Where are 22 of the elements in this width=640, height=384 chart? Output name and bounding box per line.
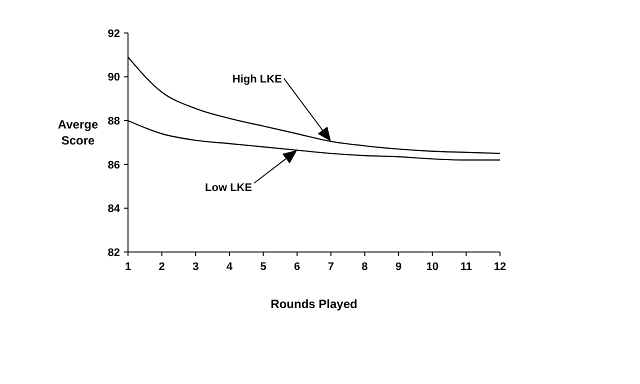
x-tick-label: 10 [426,261,438,273]
x-tick-label: 1 [124,261,132,273]
x-tick-label: 5 [260,261,266,273]
x-tick-label: 8 [362,261,368,273]
y-tick-label: 86 [108,159,120,172]
y-axis-title: Averge Score [58,118,98,148]
y-tick-label: 88 [108,115,120,128]
x-tick-label: 9 [395,261,402,273]
x-axis-title: Rounds Played [270,297,358,311]
y-tick-label: 92 [108,28,120,40]
annotation: High LKE [232,73,282,86]
x-tick-label: 4 [226,261,234,273]
y-tick-label: 84 [108,203,121,216]
y-tick-label: 82 [108,246,120,259]
annotation: Low LKE [205,182,252,194]
x-tick-label: 11 [460,261,472,273]
x-tick-label: 7 [328,261,334,273]
x-tick-label: 12 [494,261,506,273]
x-tick-label: 6 [294,261,300,273]
x-tick-label: 3 [192,261,199,273]
x-tick-label: 2 [158,261,165,273]
y-tick-label: 90 [108,72,120,84]
